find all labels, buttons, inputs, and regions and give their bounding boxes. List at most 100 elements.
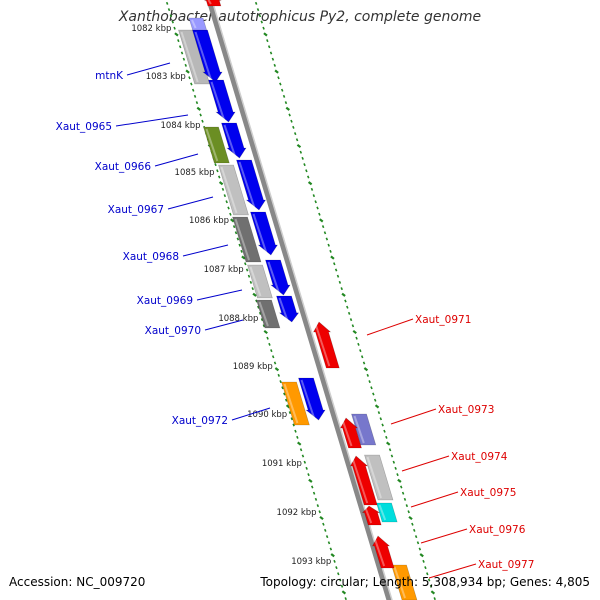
reverse-gene-arrow: [204, 0, 222, 7]
left-tick-mark: [279, 380, 282, 384]
right-tick-mark: [366, 373, 369, 377]
right-tick-mark: [347, 311, 351, 315]
scale-tick-label: 1085 kbp: [175, 168, 215, 178]
right-tick-mark: [414, 535, 418, 539]
cog-block-cyan: [376, 502, 398, 523]
left-tick-mark: [333, 559, 336, 563]
gene-arrow-shape: [256, 299, 281, 329]
right-tick-mark: [329, 249, 332, 253]
left-tick-mark: [190, 82, 193, 86]
left-tick-mark: [285, 404, 291, 409]
right-tick-mark: [288, 113, 291, 117]
right-tick-mark: [359, 349, 362, 353]
right-tick-mark: [330, 255, 335, 260]
cog-block: [178, 29, 211, 85]
gene-label-text: mtnK: [95, 70, 124, 82]
left-tick-mark: [177, 39, 180, 43]
right-tick-mark: [314, 200, 317, 204]
left-tick-mark: [167, 8, 171, 12]
left-tick-mark: [195, 101, 199, 105]
left-tick-mark: [307, 473, 310, 477]
accession-text: Accession: NC_009720: [9, 575, 146, 589]
left-tick-mark: [273, 361, 277, 365]
left-tick-mark: [171, 20, 174, 24]
right-tick-mark: [370, 386, 373, 390]
right-tick-mark: [394, 466, 397, 470]
gene-arrow-gloss: [252, 213, 268, 254]
right-tick-mark: [262, 26, 265, 30]
left-tick-mark: [240, 249, 243, 253]
right-tick-mark: [433, 597, 436, 600]
right-tick-mark: [325, 237, 329, 241]
gene-arrow-gloss: [191, 19, 197, 29]
gene-arrow-gloss: [267, 261, 280, 294]
gene-label-text: Xaut_0969: [137, 295, 193, 307]
right-tick-mark: [310, 187, 314, 191]
scale-labels: 1082 kbp 1083 kbp 1084 kbp 1085 kbp 1086 kbp…: [131, 24, 331, 567]
gene-arrow-shape: [312, 321, 340, 369]
right-tick-mark: [363, 367, 369, 372]
reverse-gene-arrow: [349, 455, 378, 506]
left-tick-mark: [252, 292, 257, 297]
left-tick-mark: [316, 504, 320, 508]
right-tick-mark: [312, 194, 316, 198]
scale-tick-label: 1088 kbp: [218, 314, 258, 324]
left-tick-mark: [314, 497, 318, 501]
cog-block: [218, 164, 249, 216]
right-gene-label: Xaut_0971: [366, 314, 471, 336]
right-tick-mark: [260, 20, 263, 24]
gene-arrow-shape: [247, 264, 273, 299]
right-tick-mark: [430, 590, 436, 595]
left-tick-mark: [225, 200, 228, 204]
gene-arrow-shape: [391, 564, 418, 600]
gene-arrow-shape: [208, 79, 236, 123]
gene-arrow-shape: [192, 29, 223, 83]
left-tick-mark: [180, 51, 184, 55]
right-tick-mark: [327, 243, 330, 247]
left-tick-mark: [165, 1, 169, 5]
left-tick-mark: [182, 57, 186, 61]
right-tick-mark: [336, 274, 340, 278]
gene-label-text: Xaut_0977: [478, 559, 534, 571]
label-leader-line: [401, 455, 450, 472]
left-tick-mark: [294, 429, 297, 433]
right-tick-mark: [377, 411, 381, 415]
right-tick-mark: [405, 504, 409, 508]
scale-tick-label: 1086 kbp: [189, 216, 229, 226]
label-leader-line: [366, 318, 414, 336]
left-tick-mark: [216, 169, 219, 173]
right-tick-mark: [321, 225, 325, 229]
right-tick-mark: [295, 138, 299, 142]
gene-label-text: Xaut_0965: [56, 121, 112, 133]
left-tick-mark: [271, 355, 275, 359]
right-tick-mark: [427, 578, 431, 582]
left-tick-mark: [214, 163, 217, 167]
right-tick-mark: [280, 88, 284, 92]
left-tick-mark: [299, 448, 303, 452]
gene-arrow-shape: [265, 259, 291, 296]
right-tick-mark: [284, 101, 288, 105]
label-leader-line: [115, 114, 189, 127]
gene-arrow-gloss: [258, 301, 269, 327]
left-tick-mark: [283, 392, 286, 396]
right-tick-mark: [292, 125, 295, 129]
left-tick-mark: [301, 454, 305, 458]
right-tick-mark: [419, 553, 424, 558]
left-tick-mark: [270, 349, 273, 353]
gene-arrow-gloss: [223, 124, 236, 157]
gene-arrow-gloss: [283, 383, 299, 424]
left-tick-mark: [173, 26, 176, 30]
scale-tick-label: 1083 kbp: [146, 72, 186, 82]
gene-arrow-shape: [376, 502, 398, 523]
right-tick-mark: [368, 380, 371, 384]
gene-arrow-gloss: [353, 415, 365, 444]
left-tick-mark: [227, 206, 230, 210]
right-tick-mark: [282, 94, 286, 98]
left-tick-mark: [268, 342, 271, 346]
left-tick-mark: [296, 435, 299, 439]
gene-label-text: Xaut_0974: [451, 451, 508, 463]
left-tick-mark: [196, 106, 201, 111]
left-gene-label: Xaut_0972: [172, 407, 271, 427]
left-tick-mark: [236, 237, 240, 241]
gene-arrow-gloss: [220, 166, 238, 214]
